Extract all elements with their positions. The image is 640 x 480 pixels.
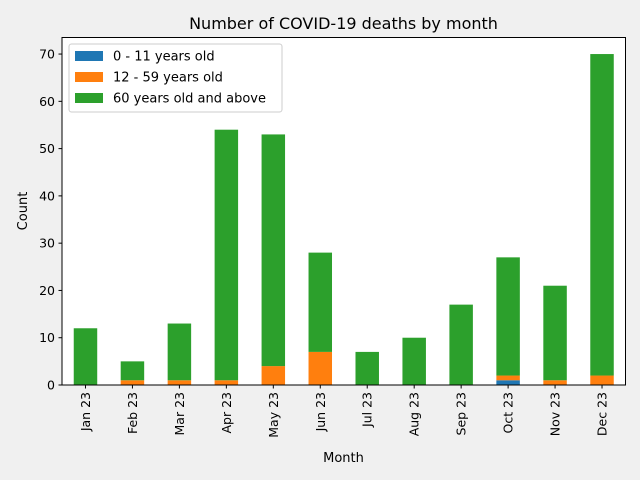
legend: 0 - 11 years old 12 - 59 years old 60 year…: [68, 43, 283, 113]
legend-swatch-0: [75, 51, 103, 61]
bar-segment-series-0-9: [496, 380, 520, 385]
x-tick-label-10: Nov 23: [548, 392, 563, 436]
bar-segment-series-2-2: [167, 323, 192, 381]
legend-label-1: 12 - 59 years old: [113, 71, 223, 86]
bar-segment-series-1-3: [214, 380, 239, 385]
bar-segment-series-2-5: [308, 252, 333, 352]
x-axis: Jan 23 Feb 23 Mar 23 Apr 23 May 23 Jun 23 Jul …: [78, 385, 610, 438]
bar-segment-series-2-1: [120, 361, 145, 381]
x-tick-label-4: May 23: [266, 392, 281, 438]
y-tick-label-6: 60: [39, 94, 55, 109]
bars-group: [73, 54, 614, 385]
legend-box: [68, 43, 283, 113]
legend-label-2: 60 years old and above: [113, 92, 266, 107]
y-tick-label-3: 30: [39, 236, 55, 251]
bar-segment-series-2-8: [449, 304, 473, 385]
y-tick-label-1: 10: [39, 330, 55, 345]
x-tick-label-2: Mar 23: [172, 392, 187, 435]
bar-segment-series-1-10: [543, 380, 567, 385]
bar-segment-series-1-5: [308, 351, 333, 385]
legend-swatch-2: [75, 93, 103, 103]
y-axis: 0 10 20 30 40 50 60 70: [39, 47, 62, 393]
x-tick-label-5: Jun 23: [313, 392, 328, 432]
x-tick-label-8: Sep 23: [454, 392, 469, 435]
x-tick-label-0: Jan 23: [78, 392, 93, 432]
plot-frame: [61, 37, 626, 386]
bar-segment-series-2-6: [355, 351, 379, 385]
y-tick-label-5: 50: [39, 141, 55, 156]
y-axis-label: Count: [16, 192, 31, 231]
legend-label-0: 0 - 11 years old: [113, 50, 215, 65]
bar-segment-series-1-2: [167, 380, 192, 385]
bar-segment-series-2-4: [261, 134, 286, 367]
y-tick-label-0: 0: [47, 378, 55, 393]
bar-segment-series-2-7: [402, 337, 426, 385]
y-tick-label-7: 70: [39, 47, 55, 62]
x-tick-label-6: Jul 23: [360, 392, 375, 428]
x-tick-label-11: Dec 23: [595, 392, 610, 436]
x-axis-label: Month: [323, 451, 364, 466]
y-tick-label-4: 40: [39, 188, 55, 203]
bar-segment-series-1-4: [261, 366, 286, 385]
bar-segment-series-2-9: [496, 257, 520, 376]
bar-segment-series-2-0: [73, 328, 98, 385]
bar-segment-series-2-11: [590, 54, 614, 376]
x-tick-label-3: Apr 23: [219, 392, 234, 434]
y-tick-label-2: 20: [39, 283, 55, 298]
bar-segment-series-1-9: [496, 375, 520, 381]
chart-title: Number of COVID-19 deaths by month: [189, 14, 498, 33]
x-tick-label-9: Oct 23: [501, 392, 516, 434]
legend-swatch-1: [75, 72, 103, 82]
x-tick-label-1: Feb 23: [125, 392, 140, 434]
bar-segment-series-2-10: [543, 285, 567, 381]
bar-segment-series-1-11: [590, 375, 614, 385]
x-tick-label-7: Aug 23: [407, 392, 422, 436]
bar-segment-series-2-3: [214, 129, 239, 381]
bar-segment-series-1-1: [120, 380, 145, 385]
